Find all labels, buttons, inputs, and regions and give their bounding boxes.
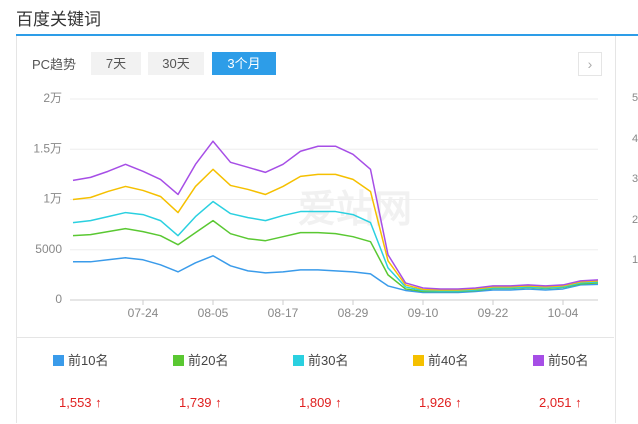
summary-value: 1,809 ↑	[299, 395, 342, 410]
legend-item[interactable]: 前50名	[533, 350, 588, 369]
tab[interactable]: 3个月	[212, 52, 276, 75]
summary-label: 1,926	[419, 395, 452, 410]
up-arrow: ↑	[451, 395, 462, 410]
legend-item[interactable]: 前40名	[413, 350, 468, 369]
x-tick-label: 09-10	[408, 306, 439, 320]
tab-label: PC趋势	[32, 57, 77, 72]
series-line	[72, 219, 599, 293]
legend-swatch	[173, 355, 184, 366]
y-tick-label: 5000	[35, 242, 62, 256]
summary-label: 1,809	[299, 395, 332, 410]
legend-swatch	[293, 355, 304, 366]
summary-label: 1,553	[59, 395, 92, 410]
series-line	[72, 200, 599, 292]
legend-item[interactable]: 前10名	[53, 350, 108, 369]
summary-value: 1,926 ↑	[419, 395, 462, 410]
page-title: 百度关键词	[16, 10, 101, 29]
legend-label: 前30名	[308, 353, 349, 368]
tab[interactable]: 7天	[91, 52, 141, 75]
y-tick-label: 1万	[43, 192, 62, 206]
legend-item[interactable]: 前30名	[293, 350, 348, 369]
divider	[16, 34, 638, 36]
legend-label: 前10名	[68, 353, 109, 368]
y-tick-label: 0	[55, 292, 62, 306]
x-tick-label: 08-05	[198, 306, 229, 320]
chart: 爱站网 0 5000 1万 1.5万 2万 07-24 08-05 08-17 08-29 09-1…	[33, 91, 599, 320]
panel	[16, 36, 616, 423]
legend	[17, 337, 614, 424]
legend-swatch	[53, 355, 64, 366]
legend-label: 前40名	[428, 353, 469, 368]
tab[interactable]: 30天	[148, 52, 204, 75]
series-line	[72, 140, 599, 290]
side-tick-label: 1	[632, 254, 638, 266]
legend-swatch	[413, 355, 424, 366]
up-arrow: ↑	[211, 395, 222, 410]
next-button[interactable]: ›	[578, 52, 602, 76]
summary-label: 1,739	[179, 395, 212, 410]
x-tick-label: 08-17	[268, 306, 299, 320]
watermark: 爱站网	[298, 189, 412, 231]
side-tick-label: 3	[632, 173, 638, 185]
side-tick-label: 2	[632, 213, 638, 226]
legend-label: 前50名	[548, 353, 589, 368]
side-tick-label: 4	[632, 132, 638, 145]
up-arrow: ↑	[91, 395, 102, 410]
summary-label: 2,051	[539, 395, 572, 410]
summary-value: 1,739 ↑	[179, 395, 222, 410]
summary-value: 1,553 ↑	[59, 395, 102, 410]
series-line	[73, 255, 599, 294]
y-tick-label: 1.5万	[33, 141, 62, 155]
legend-label: 前20名	[188, 353, 229, 368]
up-arrow: ↑	[331, 395, 342, 410]
x-tick-label: 09-22	[478, 306, 509, 320]
series-line	[72, 168, 599, 291]
legend-swatch	[533, 355, 544, 366]
x-tick-label: 08-29	[338, 306, 369, 320]
y-tick-label: 2万	[43, 91, 62, 105]
side-tick-label: 5	[632, 92, 638, 104]
x-tick-label: 07-24	[128, 306, 159, 320]
up-arrow: ↑	[571, 395, 582, 410]
summary-value: 2,051 ↑	[539, 395, 582, 410]
x-tick-label: 10-04	[548, 306, 579, 320]
legend-item[interactable]: 前20名	[173, 350, 228, 369]
